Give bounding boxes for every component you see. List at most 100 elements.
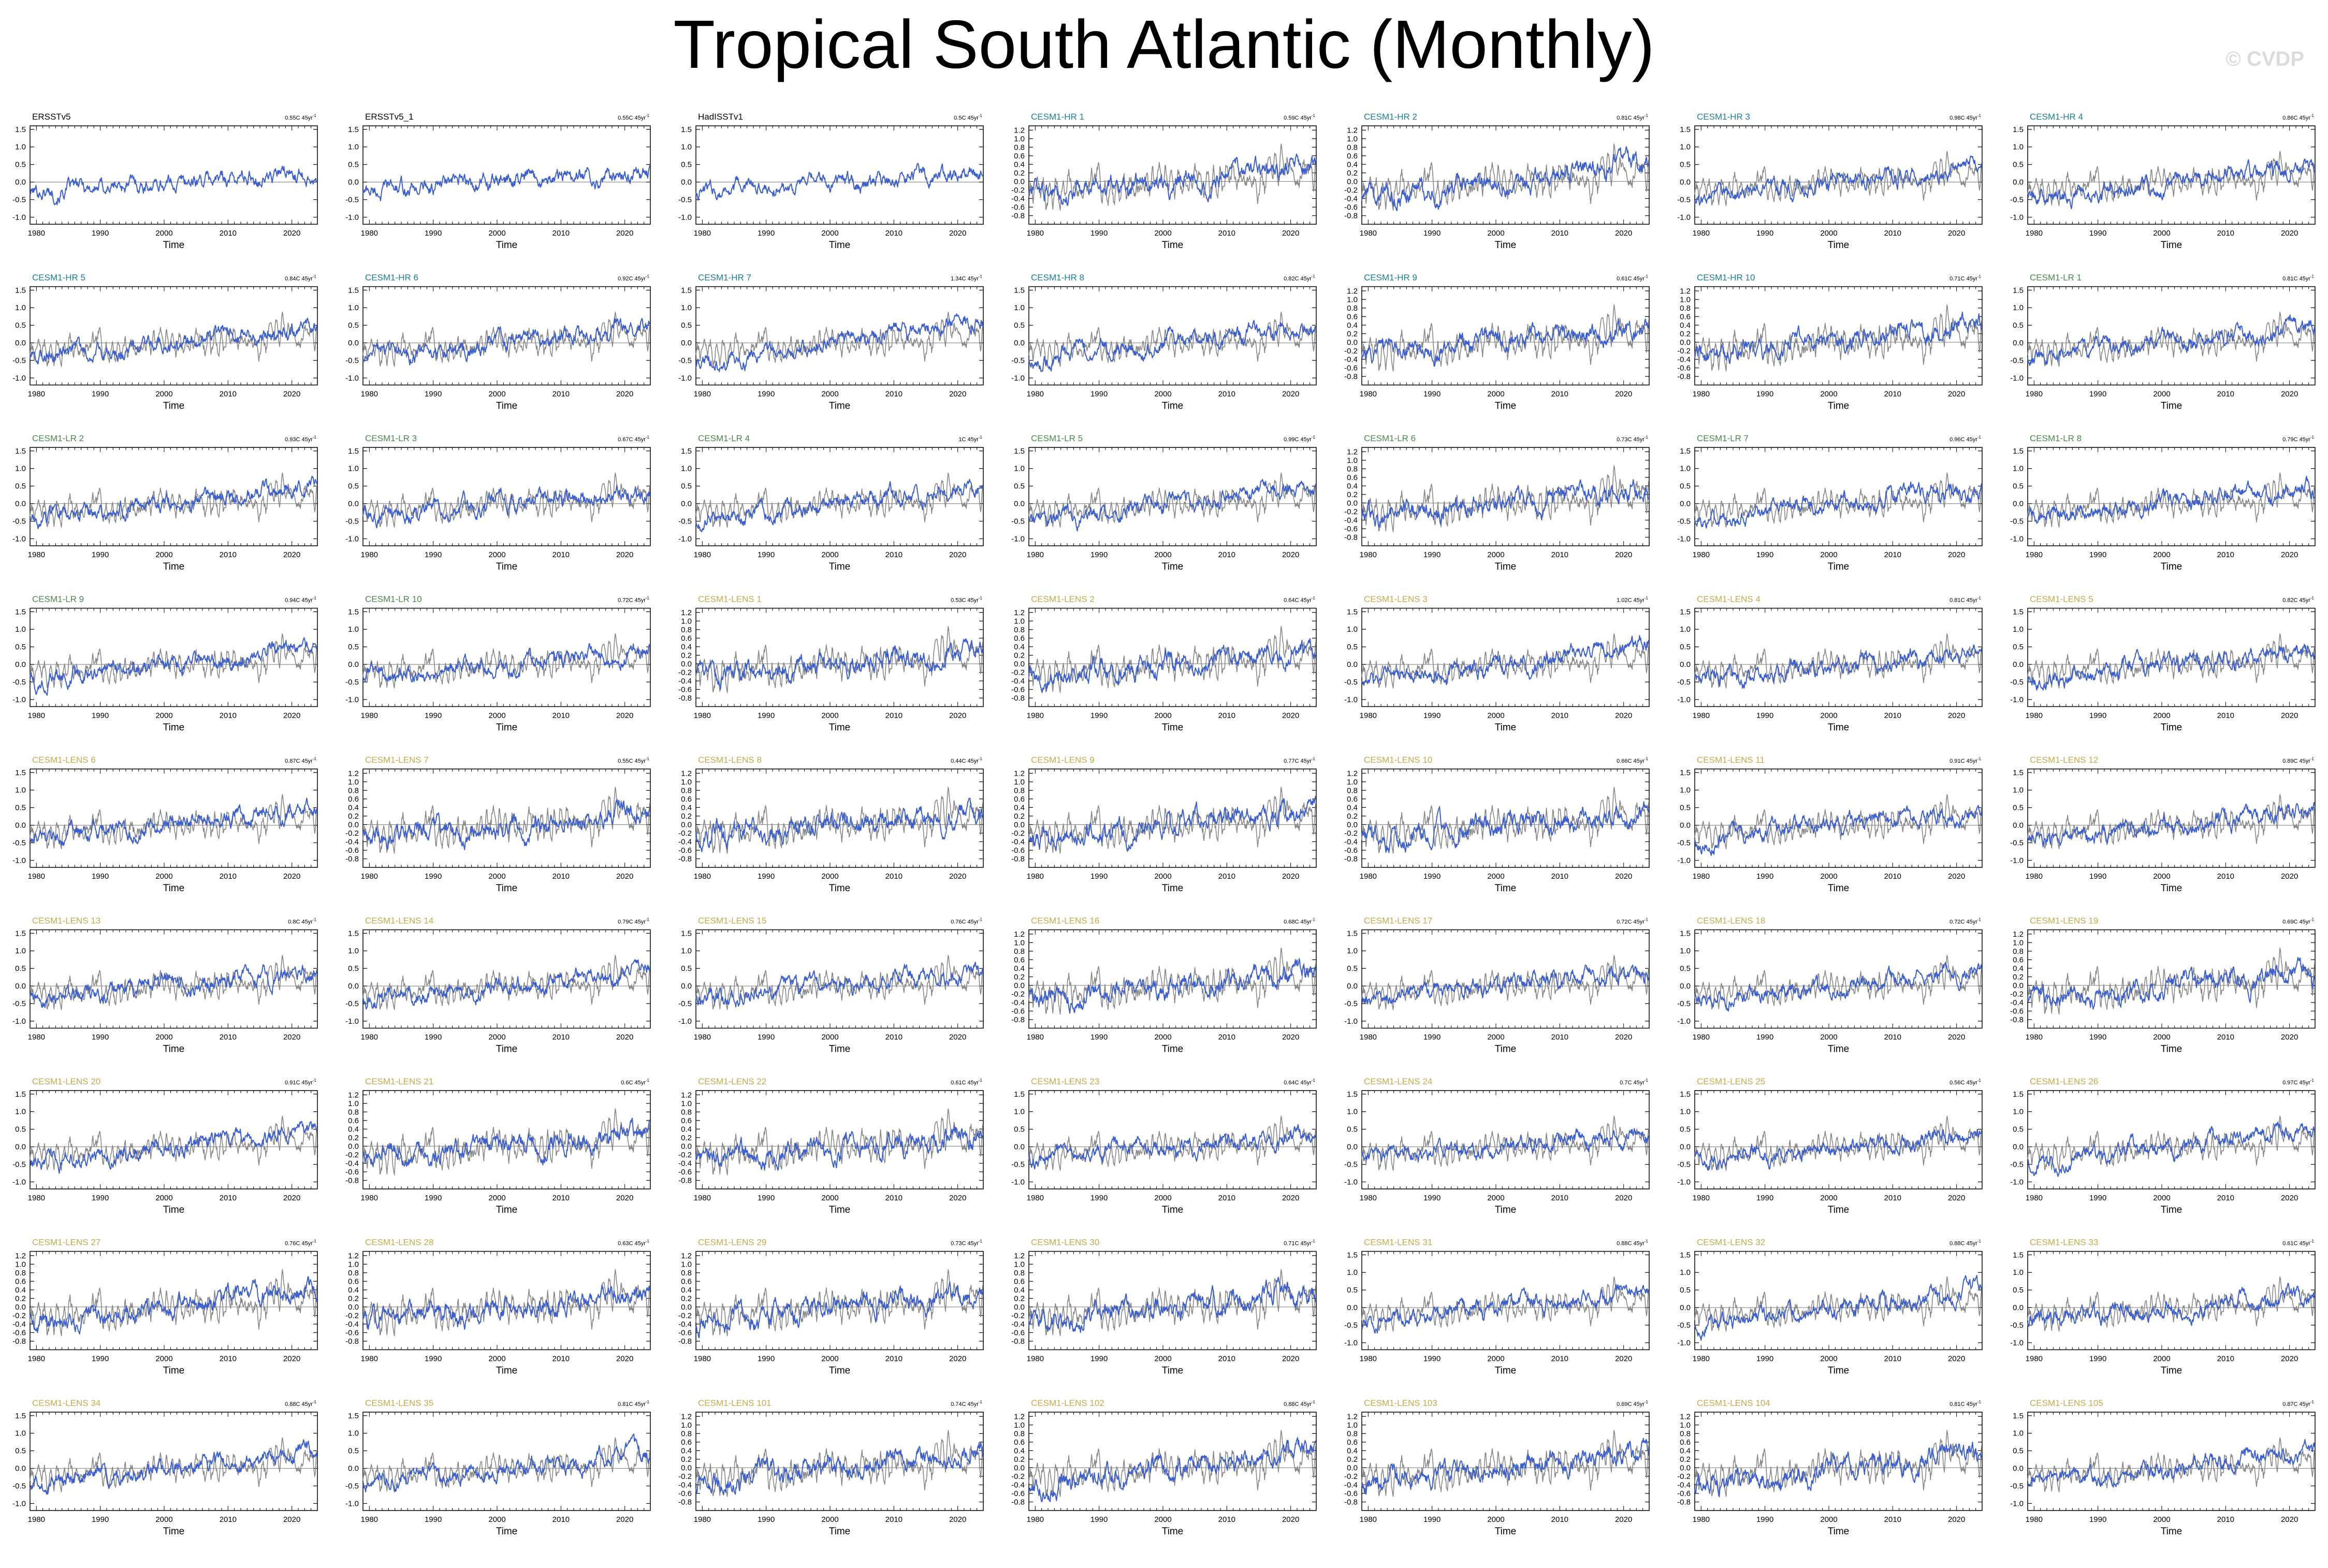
x-tick-label: 1980 — [1360, 390, 1377, 399]
x-tick-label: 2010 — [552, 712, 570, 720]
y-tick-label: -0.5 — [345, 356, 359, 365]
y-tick-label: -0.8 — [1344, 533, 1358, 542]
plot-frame — [2027, 607, 2316, 707]
y-tick-label: 0.5 — [681, 482, 692, 491]
y-tick-label: -0.6 — [678, 846, 692, 855]
x-axis-label: Time — [829, 401, 851, 412]
y-tick-label: 1.5 — [2013, 607, 2024, 616]
trend-label: 0.89C 45yr-1 — [2282, 757, 2314, 764]
trend-label: 0.64C 45yr-1 — [1284, 596, 1315, 604]
x-tick-label: 1980 — [1693, 872, 1710, 881]
x-tick-label: 2020 — [2281, 872, 2298, 881]
panel-title: CESM1-HR 3 — [1697, 112, 1750, 122]
y-tick-label: 0.5 — [2013, 482, 2024, 491]
x-tick-label: 1990 — [1423, 390, 1441, 399]
panel-title: CESM1-LR 3 — [365, 433, 417, 443]
x-tick-label: 2000 — [2153, 872, 2170, 881]
x-tick-label: 2000 — [488, 872, 505, 881]
y-tick-label: 1.0 — [681, 303, 692, 312]
y-tick-label: -0.6 — [1677, 364, 1691, 372]
y-tick-label: 0.0 — [15, 982, 26, 991]
y-tick-label: -0.5 — [1344, 999, 1358, 1008]
x-axis-label: Time — [829, 722, 851, 733]
x-axis-label: Time — [2161, 561, 2182, 572]
trend-label: 0.53C 45yr-1 — [951, 596, 982, 604]
panel-ersstv5: ERSSTv5 0.55C 45yr-11.51.00.50.0-0.5-1.01… — [12, 112, 318, 251]
y-tick-label: 0.5 — [15, 643, 26, 651]
x-tick-label: 2010 — [1884, 712, 1901, 720]
y-tick-label: 0.2 — [1347, 812, 1358, 821]
x-tick-label: 1990 — [1423, 1033, 1441, 1042]
obs-series-line — [1028, 472, 1316, 528]
x-tick-label: 1980 — [1693, 229, 1710, 238]
y-tick-label: -0.4 — [1011, 998, 1025, 1007]
x-tick-label: 1990 — [92, 550, 109, 559]
y-tick-label: 1.0 — [2013, 625, 2024, 634]
y-tick-label: -0.2 — [1011, 668, 1025, 677]
x-tick-label: 2020 — [949, 390, 966, 399]
x-axis-label: Time — [829, 883, 851, 894]
plot-frame — [1028, 447, 1317, 546]
y-tick-label: -0.8 — [1344, 211, 1358, 220]
x-tick-label: 2010 — [1218, 1033, 1235, 1042]
panel-title: CESM1-HR 8 — [1031, 273, 1084, 283]
x-tick-label: 1990 — [2089, 712, 2106, 720]
y-tick-label: -0.5 — [2010, 678, 2024, 687]
y-tick-label: 1.5 — [15, 447, 26, 456]
x-tick-label: 2020 — [1948, 872, 1965, 881]
y-tick-label: 0.5 — [1347, 964, 1358, 973]
x-tick-label: 2010 — [220, 229, 237, 238]
obs-series-line — [2027, 151, 2315, 206]
plot-frame — [30, 929, 318, 1029]
y-tick-label: -0.8 — [1344, 854, 1358, 863]
x-tick-label: 2020 — [283, 1033, 300, 1042]
plot-frame — [1361, 607, 1650, 707]
y-tick-label: -0.5 — [678, 356, 692, 365]
trend-label: 0.86C 45yr-1 — [2282, 113, 2314, 121]
panel-title: CESM1-HR 6 — [365, 273, 418, 283]
y-tick-label: 0.6 — [1347, 473, 1358, 482]
y-tick-label: 1.0 — [2013, 786, 2024, 795]
y-tick-label: -0.4 — [1344, 516, 1358, 525]
panel-title: CESM1-LENS 5 — [2030, 594, 2093, 604]
x-tick-label: 2020 — [616, 229, 633, 238]
y-tick-label: 1.0 — [15, 947, 26, 955]
y-tick-label: 1.2 — [1014, 930, 1025, 939]
y-tick-label: 0.0 — [348, 820, 359, 829]
x-axis-label: Time — [163, 1044, 185, 1055]
panel-title: CESM1-HR 7 — [698, 273, 751, 283]
panel-cesm1-hr-1: CESM1-HR 1 0.59C 45yr-1 1.21.00.80.60.40.2… — [1011, 112, 1317, 251]
x-tick-label: 2010 — [1551, 390, 1568, 399]
y-tick-label: -1.0 — [345, 1017, 359, 1026]
y-tick-label: 1.0 — [1014, 303, 1025, 312]
y-tick-label: 0.0 — [1680, 982, 1691, 991]
y-tick-label: -0.5 — [12, 999, 26, 1008]
y-tick-label: 0.0 — [2013, 500, 2024, 509]
y-tick-label: 0.0 — [681, 178, 692, 187]
x-tick-label: 2020 — [1282, 229, 1299, 238]
x-tick-label: 1980 — [694, 229, 711, 238]
plot-frame — [695, 286, 984, 386]
y-tick-label: 0.0 — [15, 339, 26, 347]
y-tick-label: 0.6 — [348, 795, 359, 804]
y-tick-label: 0.0 — [2013, 178, 2024, 187]
x-tick-label: 2000 — [821, 229, 838, 238]
y-tick-label: 1.5 — [1680, 768, 1691, 777]
y-tick-label: 0.2 — [681, 651, 692, 660]
x-tick-label: 1990 — [1090, 390, 1108, 399]
x-tick-label: 2020 — [1615, 1033, 1632, 1042]
x-tick-label: 1990 — [2089, 872, 2106, 881]
y-tick-label: -1.0 — [12, 1017, 26, 1026]
trend-label: 0.94C 45yr-1 — [285, 596, 316, 604]
trend-label: 0.44C 45yr-1 — [951, 757, 982, 764]
y-tick-label: 0.8 — [1347, 143, 1358, 152]
y-tick-label: 1.0 — [15, 143, 26, 152]
y-tick-label: 0.5 — [348, 482, 359, 491]
panel-title: CESM1-LENS 1 — [698, 594, 762, 604]
x-tick-label: 2010 — [552, 229, 570, 238]
x-tick-label: 2000 — [1820, 550, 1837, 559]
y-tick-label: 0.5 — [681, 964, 692, 973]
x-tick-label: 2010 — [1551, 872, 1568, 881]
y-tick-label: 0.4 — [1347, 321, 1358, 330]
